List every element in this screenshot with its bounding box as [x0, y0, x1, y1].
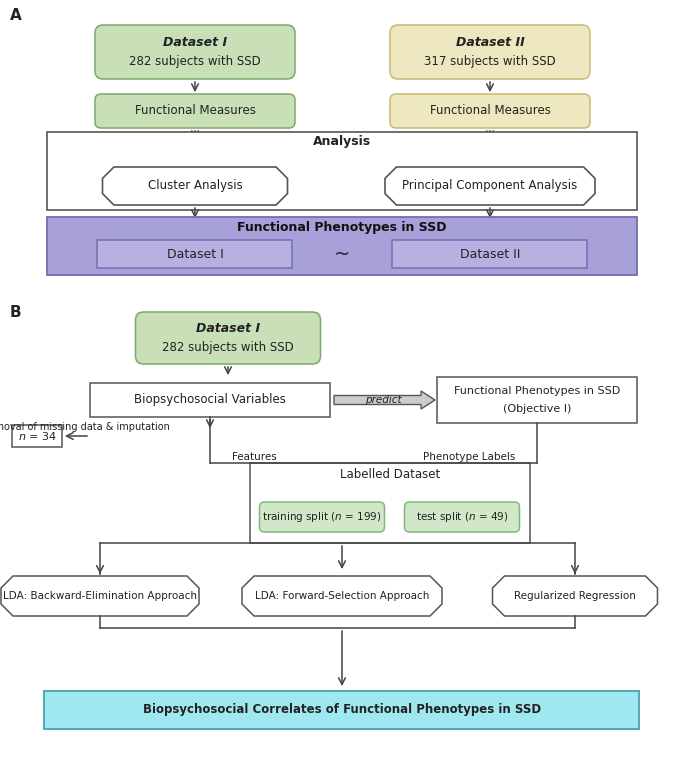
Text: Dataset I: Dataset I	[163, 36, 227, 49]
Text: Biopsychosocial Correlates of Functional Phenotypes in SSD: Biopsychosocial Correlates of Functional…	[143, 703, 541, 716]
Text: Dataset II: Dataset II	[460, 248, 520, 261]
FancyBboxPatch shape	[393, 240, 588, 268]
FancyBboxPatch shape	[390, 94, 590, 128]
FancyBboxPatch shape	[390, 25, 590, 79]
FancyBboxPatch shape	[136, 312, 321, 364]
Text: Dataset II: Dataset II	[456, 36, 525, 49]
Text: Principal Component Analysis: Principal Component Analysis	[402, 180, 577, 193]
Text: Functional Measures: Functional Measures	[429, 105, 551, 117]
Text: A: A	[10, 8, 22, 23]
Text: Analysis: Analysis	[313, 136, 371, 149]
FancyBboxPatch shape	[97, 240, 292, 268]
FancyBboxPatch shape	[47, 217, 637, 275]
FancyBboxPatch shape	[47, 132, 637, 210]
Text: 282 subjects with SSD: 282 subjects with SSD	[162, 340, 294, 353]
Polygon shape	[242, 576, 442, 616]
Text: Functional Measures: Functional Measures	[134, 105, 256, 117]
Text: Cluster Analysis: Cluster Analysis	[148, 180, 242, 193]
Text: 317 subjects with SSD: 317 subjects with SSD	[424, 55, 556, 67]
FancyBboxPatch shape	[437, 377, 637, 423]
Text: predict: predict	[365, 395, 402, 405]
Text: Biopsychosocial Variables: Biopsychosocial Variables	[134, 393, 286, 406]
Text: Regularized Regression: Regularized Regression	[514, 591, 636, 601]
Text: B: B	[10, 305, 22, 320]
Polygon shape	[385, 167, 595, 205]
FancyBboxPatch shape	[250, 463, 530, 543]
Polygon shape	[1, 576, 199, 616]
FancyBboxPatch shape	[95, 94, 295, 128]
Polygon shape	[493, 576, 658, 616]
Text: Functional Phenotypes in SSD: Functional Phenotypes in SSD	[237, 221, 447, 234]
Text: $n$ = 34: $n$ = 34	[18, 430, 56, 442]
FancyBboxPatch shape	[260, 502, 384, 532]
FancyBboxPatch shape	[12, 425, 62, 447]
Text: LDA: Backward-Elimination Approach: LDA: Backward-Elimination Approach	[3, 591, 197, 601]
FancyBboxPatch shape	[90, 383, 330, 417]
Text: training split ($n$ = 199): training split ($n$ = 199)	[262, 510, 382, 524]
Text: Labelled Dataset: Labelled Dataset	[340, 468, 440, 481]
Text: 282 subjects with SSD: 282 subjects with SSD	[129, 55, 261, 67]
FancyBboxPatch shape	[95, 25, 295, 79]
Text: Features: Features	[232, 452, 277, 462]
Text: (Objective I): (Objective I)	[503, 404, 571, 414]
Text: Functional Phenotypes in SSD: Functional Phenotypes in SSD	[454, 386, 620, 396]
Polygon shape	[103, 167, 288, 205]
Text: Dataset I: Dataset I	[196, 322, 260, 336]
Text: Removal of missing data & imputation: Removal of missing data & imputation	[0, 422, 170, 432]
FancyBboxPatch shape	[45, 691, 640, 729]
Text: ~: ~	[334, 245, 350, 264]
Text: LDA: Forward-Selection Approach: LDA: Forward-Selection Approach	[255, 591, 429, 601]
Text: test split ($n$ = 49): test split ($n$ = 49)	[416, 510, 508, 524]
Text: Dataset I: Dataset I	[166, 248, 223, 261]
Text: Phenotype Labels: Phenotype Labels	[423, 452, 515, 462]
Polygon shape	[334, 391, 435, 409]
FancyBboxPatch shape	[405, 502, 519, 532]
